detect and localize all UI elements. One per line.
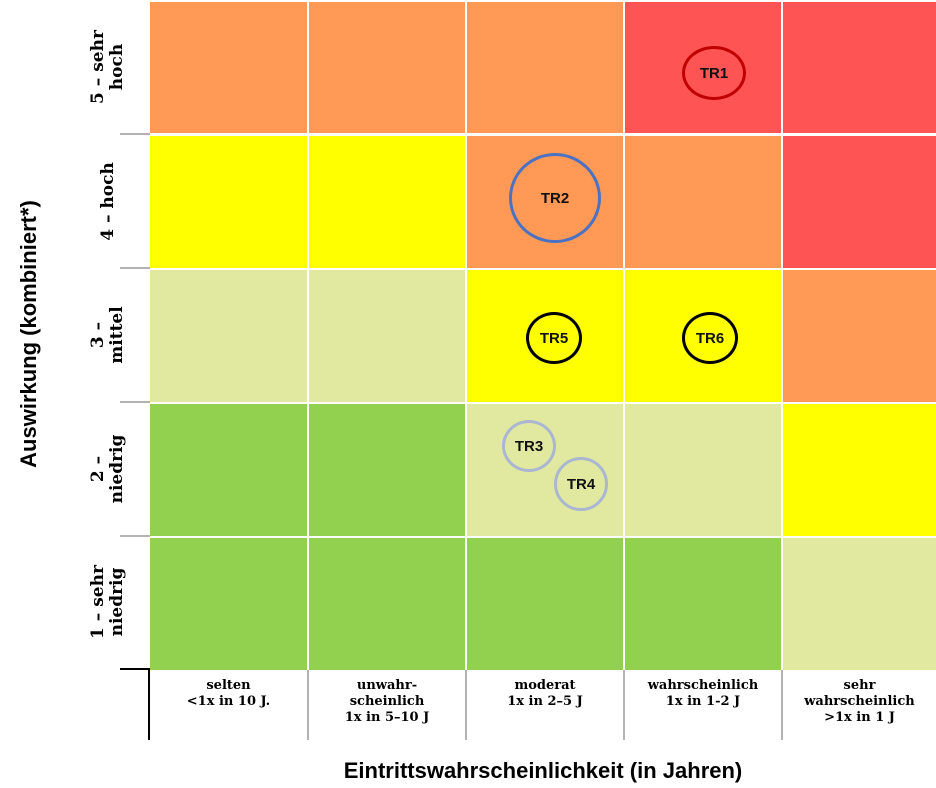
matrix-cell	[309, 136, 465, 268]
matrix-cell	[150, 2, 307, 133]
y-axis-line	[148, 668, 150, 740]
x-axis-title: Eintrittswahrscheinlichkeit (in Jahren)	[343, 758, 743, 783]
row-label-text: 3 – mittel	[88, 306, 127, 364]
column-divider	[465, 670, 467, 740]
risk-label: TR2	[540, 189, 570, 207]
risk-label: TR1	[699, 64, 729, 82]
column-label-wahrscheinlich: wahrscheinlich 1x in 1-2 J	[647, 678, 759, 709]
risk-label: TR4	[566, 475, 596, 493]
column-divider	[781, 670, 783, 740]
matrix-cell	[309, 270, 465, 402]
risk-marker-tr6: TR6	[682, 312, 738, 364]
risk-marker-tr3: TR3	[502, 420, 556, 472]
matrix-cell	[783, 270, 936, 402]
row-label-text: 2 – niedrig	[88, 434, 127, 504]
matrix-cell	[625, 538, 781, 670]
column-divider	[307, 670, 309, 740]
row-divider	[120, 133, 150, 135]
row-divider	[120, 535, 150, 537]
matrix-cell	[309, 404, 465, 536]
row-divider	[120, 267, 150, 269]
risk-label: TR5	[539, 329, 569, 347]
row-label-2: 2 – niedrig	[68, 402, 148, 536]
matrix-cell	[150, 136, 307, 268]
row-label-text: 1 – sehr niedrig	[88, 565, 127, 639]
column-divider	[623, 670, 625, 740]
matrix-cell	[625, 404, 781, 536]
x-axis-line	[120, 668, 150, 670]
column-label-selten: selten <1x in 10 J.	[186, 678, 271, 709]
risk-label: TR6	[695, 329, 725, 347]
row-label-3: 3 – mittel	[68, 268, 148, 402]
column-label-sehr-wahrscheinlich: sehr wahrscheinlich >1x in 1 J	[804, 678, 915, 725]
matrix-cell	[309, 538, 465, 670]
row-label-5: 5 – sehr hoch	[68, 0, 148, 134]
row-label-4: 4 – hoch	[68, 134, 148, 268]
matrix-cell	[467, 2, 623, 133]
y-axis-title: Auswirkung (kombiniert*)	[16, 200, 41, 468]
matrix-cell	[467, 538, 623, 670]
column-label-unwahrscheinlich: unwahr- scheinlich 1x in 5–10 J	[344, 678, 430, 725]
matrix-cell	[783, 136, 936, 268]
risk-marker-tr4: TR4	[554, 457, 608, 511]
matrix-cell	[783, 404, 936, 536]
matrix-cell	[150, 270, 307, 402]
risk-marker-tr2: TR2	[509, 153, 601, 243]
matrix-cell	[150, 404, 307, 536]
row-label-1: 1 – sehr niedrig	[68, 536, 148, 668]
column-label-moderat: moderat 1x in 2–5 J	[507, 678, 583, 709]
row-label-text: 4 – hoch	[97, 161, 118, 241]
risk-marker-tr5: TR5	[526, 312, 582, 364]
risk-label: TR3	[514, 437, 544, 455]
y-axis-title-wrap: Auswirkung (kombiniert*)	[0, 0, 58, 668]
matrix-cell	[150, 538, 307, 670]
matrix-cell	[625, 136, 781, 268]
matrix-cell	[783, 2, 936, 133]
row-label-text: 5 – sehr hoch	[88, 30, 127, 104]
matrix-cell	[783, 538, 936, 670]
row-divider	[120, 401, 150, 403]
matrix-cell	[309, 2, 465, 133]
risk-marker-tr1: TR1	[682, 46, 746, 100]
